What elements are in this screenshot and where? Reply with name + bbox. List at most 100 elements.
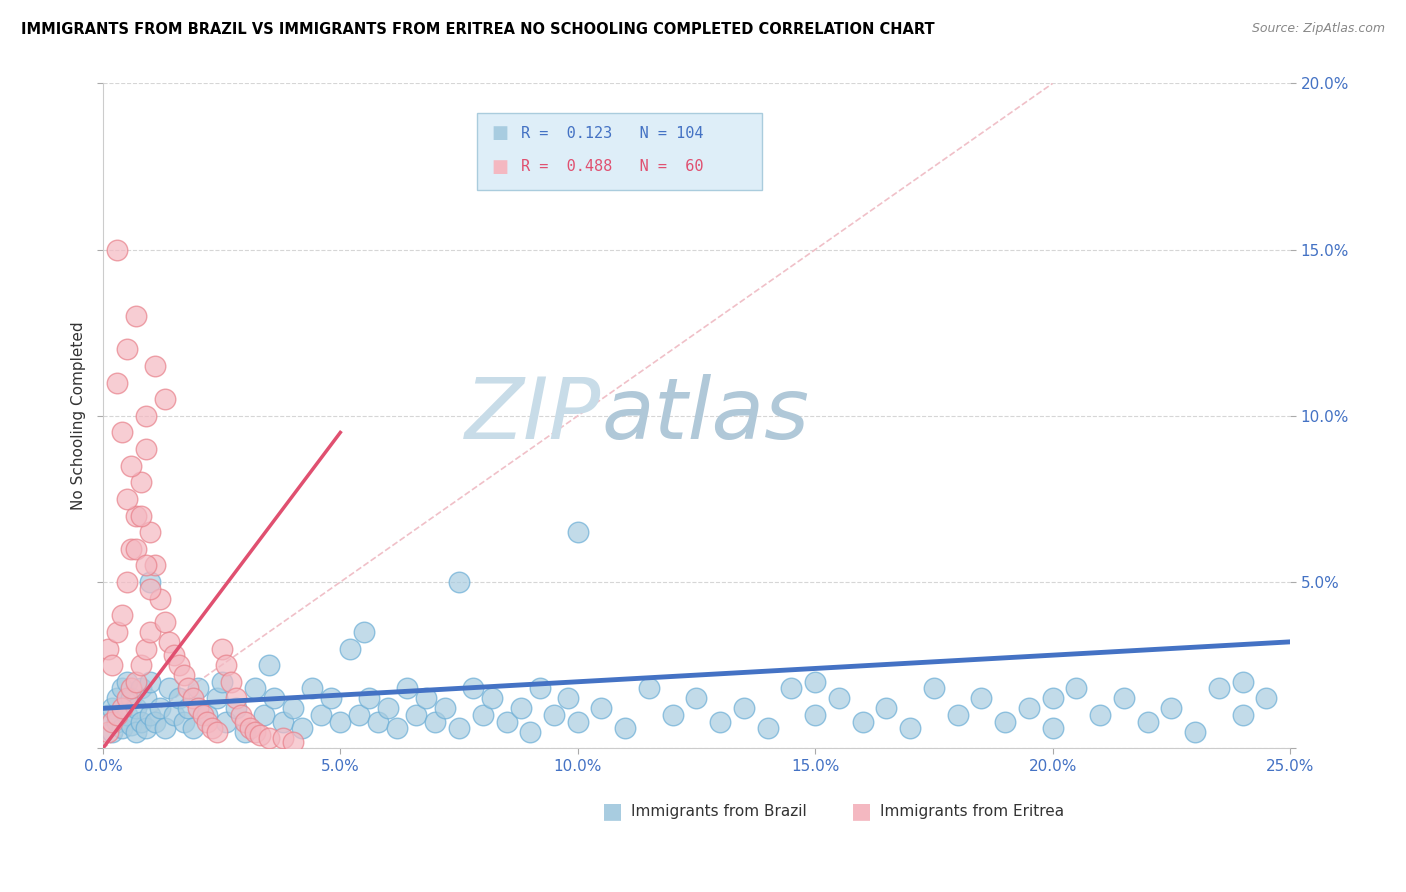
Point [153,392,176,407]
Point [181,691,204,706]
Point [273,731,295,746]
Point [433,701,456,715]
Point [115,491,138,506]
Point [922,681,945,696]
Text: Source: ZipAtlas.com: Source: ZipAtlas.com [1251,22,1385,36]
Point [125,701,148,715]
Point [105,243,128,257]
Point [243,681,266,696]
Text: ■: ■ [491,158,508,176]
Point [153,721,176,735]
Point [253,708,276,723]
Point [471,708,494,723]
Point [243,724,266,739]
Point [157,635,180,649]
Point [377,701,399,715]
Point [129,681,152,696]
Point [143,714,166,729]
Point [225,691,247,706]
Point [139,674,162,689]
Point [1232,674,1254,689]
Point [685,691,707,706]
Point [111,721,134,735]
Point [257,658,280,673]
Point [120,541,142,556]
Point [463,681,485,696]
Point [852,714,875,729]
Point [661,708,683,723]
Point [733,701,755,715]
Point [211,674,233,689]
Point [804,674,827,689]
Point [101,714,124,729]
Point [1160,701,1182,715]
Point [567,525,589,540]
Point [135,558,157,573]
Point [111,681,134,696]
Point [105,376,128,390]
Point [263,691,285,706]
Point [153,615,176,629]
Point [195,714,218,729]
Point [257,731,280,746]
Point [239,721,262,735]
Text: R =  0.488   N =  60: R = 0.488 N = 60 [520,159,703,174]
Point [139,708,162,723]
Point [101,724,124,739]
Point [97,641,120,656]
Point [129,714,152,729]
Point [125,724,148,739]
Point [125,541,148,556]
Point [135,442,157,456]
Point [173,668,195,682]
Point [1088,708,1111,723]
Point [135,409,157,423]
Point [273,714,295,729]
Point [1042,721,1064,735]
Point [101,658,124,673]
Point [115,691,138,706]
Point [1066,681,1088,696]
Point [828,691,851,706]
Point [177,681,200,696]
Text: Immigrants from Eritrea: Immigrants from Eritrea [880,804,1064,819]
FancyBboxPatch shape [477,113,762,190]
Text: ZIP: ZIP [465,375,602,458]
Point [994,714,1017,729]
Point [120,718,142,732]
Point [115,708,138,723]
Point [139,525,162,540]
Point [481,691,503,706]
Point [219,674,242,689]
Point [157,681,180,696]
Point [187,701,209,715]
Point [181,721,204,735]
Point [970,691,993,706]
Point [1208,681,1230,696]
Point [125,674,148,689]
Point [1136,714,1159,729]
Point [529,681,551,696]
Text: ■: ■ [602,801,623,822]
Point [191,708,214,723]
Point [1232,708,1254,723]
Point [205,691,228,706]
Text: IMMIGRANTS FROM BRAZIL VS IMMIGRANTS FROM ERITREA NO SCHOOLING COMPLETED CORRELA: IMMIGRANTS FROM BRAZIL VS IMMIGRANTS FRO… [21,22,935,37]
Point [125,508,148,523]
Point [163,708,186,723]
Point [638,681,661,696]
Point [709,714,731,729]
Point [591,701,613,715]
Point [167,691,190,706]
Point [567,714,589,729]
Point [101,701,124,715]
Point [129,658,152,673]
Point [201,721,224,735]
Point [129,508,152,523]
Point [543,708,565,723]
Point [804,708,827,723]
Point [235,714,257,729]
Point [875,701,897,715]
Point [281,734,304,748]
Point [509,701,531,715]
